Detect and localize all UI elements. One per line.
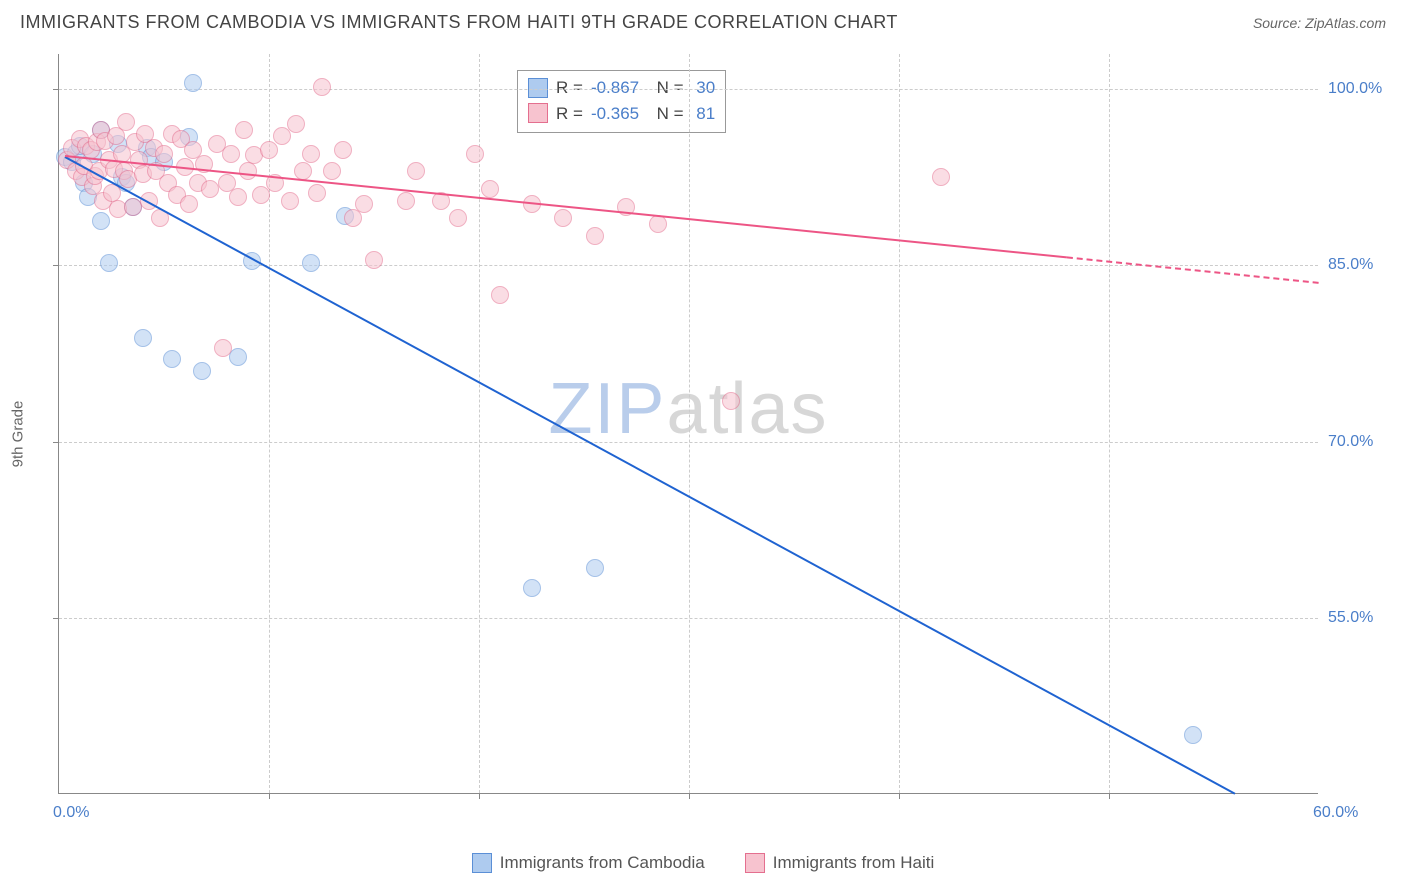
y-tick-label: 100.0% — [1328, 80, 1382, 98]
scatter-point — [287, 115, 305, 133]
scatter-point — [222, 145, 240, 163]
plot-area: ZIPatlas R = -0.867 N = 30R = -0.365 N =… — [58, 54, 1318, 794]
scatter-point — [586, 227, 604, 245]
scatter-point — [323, 162, 341, 180]
gridline-vertical — [689, 54, 690, 793]
scatter-point — [117, 113, 135, 131]
trend-line — [65, 157, 1235, 794]
scatter-point — [523, 579, 541, 597]
gridline-vertical — [269, 54, 270, 793]
scatter-point — [100, 254, 118, 272]
gridline-vertical — [479, 54, 480, 793]
scatter-point — [281, 192, 299, 210]
y-tick-label: 55.0% — [1328, 609, 1373, 627]
scatter-point — [554, 209, 572, 227]
y-tick — [53, 618, 59, 619]
scatter-point — [92, 212, 110, 230]
y-axis-label: 9th Grade — [10, 401, 27, 468]
legend-item: Immigrants from Haiti — [745, 853, 935, 873]
scatter-point — [184, 74, 202, 92]
scatter-point — [235, 121, 253, 139]
scatter-point — [252, 186, 270, 204]
y-tick — [53, 442, 59, 443]
scatter-point — [466, 145, 484, 163]
scatter-point — [1184, 726, 1202, 744]
scatter-point — [124, 198, 142, 216]
x-tick — [899, 793, 900, 799]
gridline-vertical — [1109, 54, 1110, 793]
y-tick — [53, 89, 59, 90]
x-tick-label: 0.0% — [53, 804, 89, 822]
scatter-point — [407, 162, 425, 180]
scatter-point — [239, 162, 257, 180]
scatter-point — [260, 141, 278, 159]
legend-item: Immigrants from Cambodia — [472, 853, 705, 873]
series-legend: Immigrants from Cambodia Immigrants from … — [0, 853, 1406, 878]
scatter-point — [481, 180, 499, 198]
x-tick — [689, 793, 690, 799]
correlation-legend-row: R = -0.365 N = 81 — [528, 101, 715, 127]
scatter-point — [155, 145, 173, 163]
scatter-point — [229, 188, 247, 206]
scatter-point — [491, 286, 509, 304]
x-tick-label: 60.0% — [1313, 804, 1358, 822]
x-tick — [269, 793, 270, 799]
x-tick — [479, 793, 480, 799]
scatter-point — [649, 215, 667, 233]
scatter-point — [214, 339, 232, 357]
x-tick — [1109, 793, 1110, 799]
scatter-point — [193, 362, 211, 380]
chart-container: ZIPatlas R = -0.867 N = 30R = -0.365 N =… — [48, 44, 1388, 824]
scatter-point — [449, 209, 467, 227]
y-tick-label: 70.0% — [1328, 433, 1373, 451]
scatter-point — [163, 350, 181, 368]
gridline-vertical — [899, 54, 900, 793]
chart-title: IMMIGRANTS FROM CAMBODIA VS IMMIGRANTS F… — [20, 12, 898, 33]
scatter-point — [308, 184, 326, 202]
correlation-legend-row: R = -0.867 N = 30 — [528, 75, 715, 101]
y-tick-label: 85.0% — [1328, 256, 1373, 274]
scatter-point — [355, 195, 373, 213]
scatter-point — [201, 180, 219, 198]
scatter-point — [302, 254, 320, 272]
scatter-point — [932, 168, 950, 186]
y-tick — [53, 265, 59, 266]
scatter-point — [313, 78, 331, 96]
scatter-point — [302, 145, 320, 163]
scatter-point — [180, 195, 198, 213]
scatter-point — [586, 559, 604, 577]
scatter-point — [397, 192, 415, 210]
scatter-point — [722, 392, 740, 410]
correlation-legend: R = -0.867 N = 30R = -0.365 N = 81 — [517, 70, 726, 133]
scatter-point — [134, 329, 152, 347]
source-attribution: Source: ZipAtlas.com — [1253, 15, 1386, 31]
scatter-point — [334, 141, 352, 159]
scatter-point — [365, 251, 383, 269]
scatter-point — [273, 127, 291, 145]
